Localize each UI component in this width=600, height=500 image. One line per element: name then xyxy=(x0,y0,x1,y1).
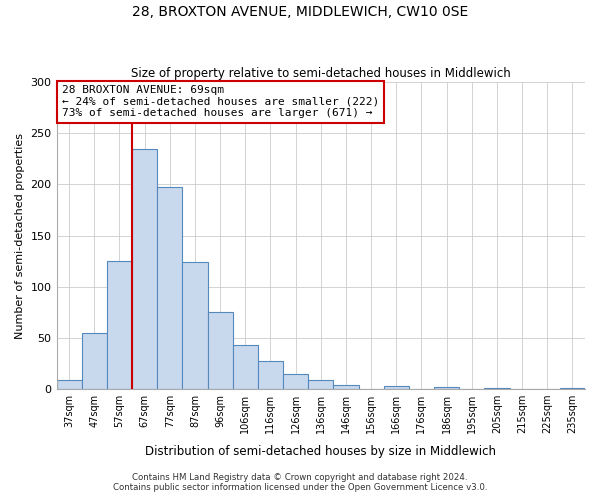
Title: Size of property relative to semi-detached houses in Middlewich: Size of property relative to semi-detach… xyxy=(131,66,511,80)
Bar xyxy=(283,374,308,389)
Bar xyxy=(484,388,509,389)
Bar xyxy=(182,262,208,389)
Bar xyxy=(208,312,233,389)
Bar xyxy=(560,388,585,389)
Text: 28, BROXTON AVENUE, MIDDLEWICH, CW10 0SE: 28, BROXTON AVENUE, MIDDLEWICH, CW10 0SE xyxy=(132,5,468,19)
Bar xyxy=(132,148,157,389)
Bar xyxy=(157,188,182,389)
Bar xyxy=(383,386,409,389)
Bar xyxy=(107,261,132,389)
Bar xyxy=(56,380,82,389)
Bar xyxy=(334,385,359,389)
Bar xyxy=(233,345,258,389)
X-axis label: Distribution of semi-detached houses by size in Middlewich: Distribution of semi-detached houses by … xyxy=(145,444,496,458)
Text: Contains HM Land Registry data © Crown copyright and database right 2024.
Contai: Contains HM Land Registry data © Crown c… xyxy=(113,473,487,492)
Bar xyxy=(82,332,107,389)
Bar xyxy=(308,380,334,389)
Y-axis label: Number of semi-detached properties: Number of semi-detached properties xyxy=(15,132,25,338)
Bar xyxy=(258,362,283,389)
Text: 28 BROXTON AVENUE: 69sqm
← 24% of semi-detached houses are smaller (222)
73% of : 28 BROXTON AVENUE: 69sqm ← 24% of semi-d… xyxy=(62,85,379,118)
Bar xyxy=(434,387,459,389)
